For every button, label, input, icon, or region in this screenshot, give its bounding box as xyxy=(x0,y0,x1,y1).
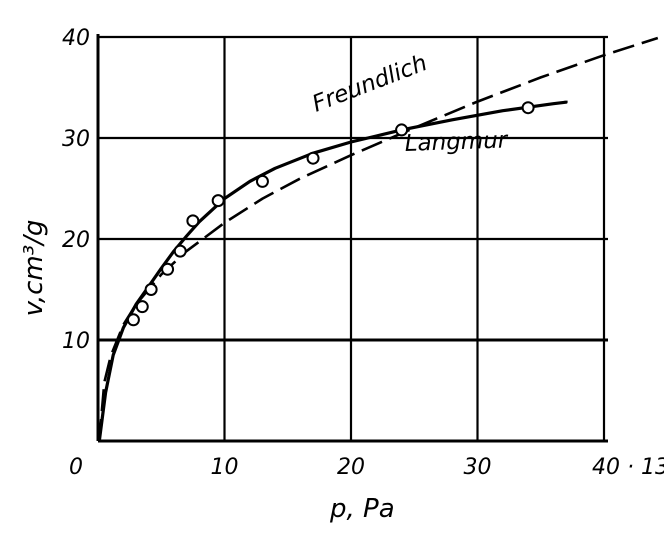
x-axis-title: p, Pa xyxy=(329,494,395,524)
data-point-10 xyxy=(521,101,535,115)
annotation-freundlich: Freundlich xyxy=(309,50,431,117)
y-tick-label: 30 xyxy=(62,127,90,152)
data-point-0 xyxy=(126,313,140,327)
data-point-7 xyxy=(255,174,269,188)
x-tick-label: 40 · 133,3 xyxy=(592,455,664,480)
y-axis-title: v,cm³/g xyxy=(19,220,49,317)
data-point-6 xyxy=(211,194,225,208)
annotation-langmur: Langmur xyxy=(404,127,509,157)
y-tick-label: 10 xyxy=(62,329,90,354)
data-point-8 xyxy=(306,151,320,165)
tick-labels: 0 10 20 30 40 · 133,3 10 20 30 40 xyxy=(62,26,664,480)
data-point-4 xyxy=(173,244,187,258)
y-tick-label: 40 xyxy=(62,26,90,51)
x-tick-label: 0 xyxy=(69,455,83,480)
data-point-3 xyxy=(161,262,175,276)
data-point-1 xyxy=(135,300,149,314)
series-freundlich xyxy=(98,36,659,442)
x-tick-label: 10 xyxy=(211,455,239,480)
data-point-2 xyxy=(144,283,158,296)
y-tick-label: 20 xyxy=(62,228,90,253)
x-tick-label: 30 xyxy=(464,455,492,480)
data-points xyxy=(126,101,535,327)
data-point-9 xyxy=(395,123,409,137)
x-tick-label: 20 xyxy=(337,455,365,480)
data-point-5 xyxy=(186,214,200,228)
